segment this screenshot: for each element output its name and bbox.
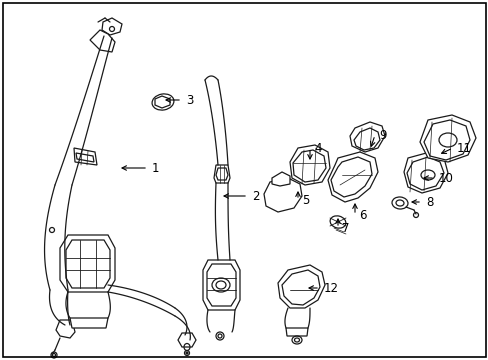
Polygon shape: [214, 165, 229, 183]
Polygon shape: [70, 318, 108, 328]
Polygon shape: [102, 18, 122, 35]
Text: 5: 5: [302, 194, 309, 207]
Text: 1: 1: [152, 162, 159, 175]
Polygon shape: [353, 128, 379, 150]
Polygon shape: [285, 328, 307, 336]
Polygon shape: [278, 265, 325, 308]
Text: 7: 7: [341, 221, 349, 234]
Polygon shape: [216, 168, 227, 180]
Polygon shape: [74, 148, 97, 165]
Polygon shape: [264, 178, 302, 212]
Text: 11: 11: [456, 141, 471, 154]
Text: 10: 10: [438, 171, 453, 185]
Text: 4: 4: [313, 141, 321, 154]
Polygon shape: [271, 172, 289, 186]
Ellipse shape: [185, 352, 187, 354]
Text: 2: 2: [251, 189, 259, 202]
Polygon shape: [406, 157, 443, 190]
Polygon shape: [66, 240, 110, 288]
Polygon shape: [155, 96, 170, 108]
Polygon shape: [349, 122, 384, 152]
Polygon shape: [423, 120, 469, 160]
Polygon shape: [60, 235, 115, 292]
Polygon shape: [282, 270, 319, 305]
Text: 3: 3: [185, 94, 193, 107]
Polygon shape: [203, 260, 240, 310]
Polygon shape: [76, 153, 94, 162]
Polygon shape: [419, 115, 475, 162]
Polygon shape: [403, 152, 447, 193]
Polygon shape: [327, 152, 377, 202]
Polygon shape: [289, 145, 329, 185]
Polygon shape: [292, 150, 325, 182]
Polygon shape: [90, 30, 115, 52]
Polygon shape: [330, 157, 371, 197]
Text: 12: 12: [324, 282, 338, 294]
Text: 6: 6: [358, 208, 366, 221]
Polygon shape: [206, 264, 236, 306]
Text: 9: 9: [378, 129, 386, 141]
Text: 8: 8: [425, 195, 432, 208]
Polygon shape: [56, 320, 75, 338]
Polygon shape: [178, 333, 196, 347]
